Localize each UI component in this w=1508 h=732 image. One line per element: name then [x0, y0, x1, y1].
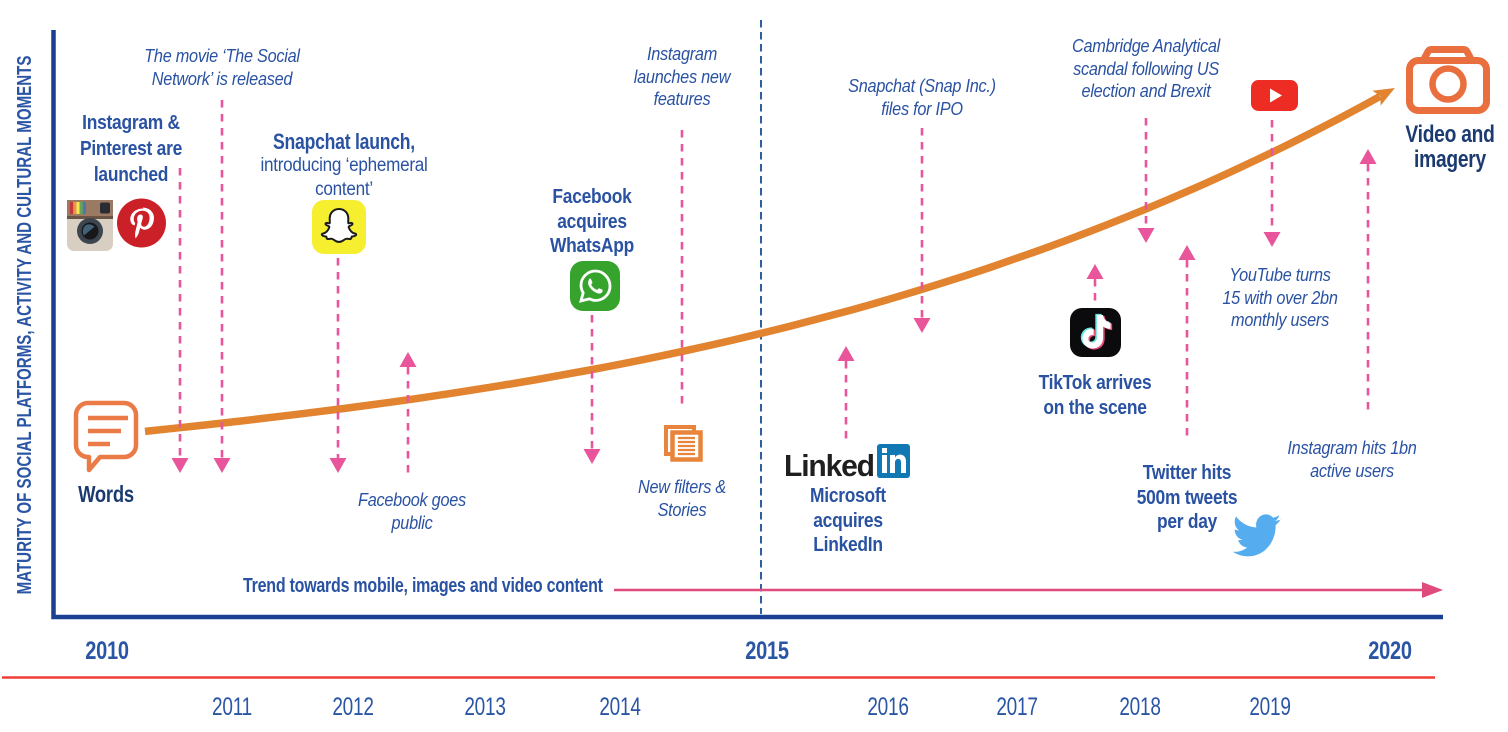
svg-text:Linked: Linked — [784, 449, 874, 484]
